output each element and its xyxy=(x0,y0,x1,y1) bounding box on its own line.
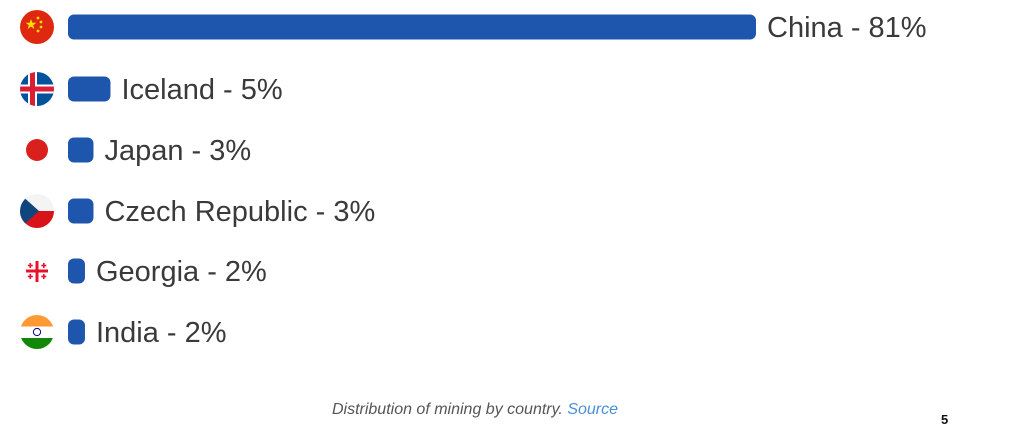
iceland-flag-icon xyxy=(20,72,54,106)
data-label-india: India - 2% xyxy=(96,317,227,349)
page-number: 5 xyxy=(941,412,949,427)
china-flag-icon xyxy=(20,10,54,44)
bar-georgia xyxy=(68,258,85,284)
bar-china xyxy=(68,14,756,40)
caption-text: Distribution of mining by country. xyxy=(331,401,563,418)
bar-iceland xyxy=(68,76,111,102)
bar-chart: China - 81% Iceland - 5% Japan - 3% Czech R… xyxy=(20,10,927,349)
labels-group: China - 81% Iceland - 5% Japan - 3% Czech R… xyxy=(96,12,927,349)
bar-india xyxy=(68,319,85,345)
data-label-japan: Japan - 3% xyxy=(104,135,251,167)
czech-flag-icon xyxy=(20,194,54,228)
bar-japan xyxy=(68,137,94,163)
data-label-czech-republic: Czech Republic - 3% xyxy=(104,196,375,228)
chart-caption: Distribution of mining by country. Sourc… xyxy=(0,401,950,419)
data-label-china: China - 81% xyxy=(767,12,927,44)
bar-czech-republic xyxy=(68,198,94,224)
india-flag-icon xyxy=(20,315,54,349)
japan-flag-icon xyxy=(26,139,48,161)
source-link[interactable]: Source xyxy=(567,401,619,418)
bars-group xyxy=(68,14,756,345)
data-label-georgia: Georgia - 2% xyxy=(96,256,267,288)
georgia-flag-icon xyxy=(26,261,48,282)
data-label-iceland: Iceland - 5% xyxy=(121,74,282,106)
